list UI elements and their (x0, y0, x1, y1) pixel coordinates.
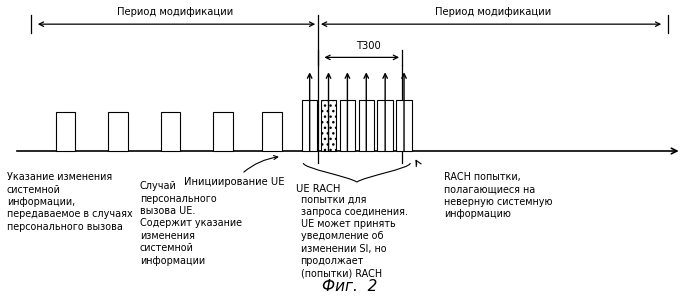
Bar (377, 100, 393, 151)
Text: Указание изменения
системной
информации,
передаваемое в случаях
персонального вы: Указание изменения системной информации,… (7, 172, 133, 232)
Bar (56, 112, 75, 151)
Bar (340, 100, 355, 151)
Bar (302, 100, 317, 151)
Text: Фиг.  2: Фиг. 2 (322, 279, 377, 294)
Text: T300: T300 (356, 41, 381, 51)
Bar (108, 112, 128, 151)
Text: Период модификации: Период модификации (435, 7, 551, 17)
Text: Период модификации: Период модификации (117, 7, 233, 17)
Text: UE RACH: UE RACH (296, 184, 340, 194)
Bar (262, 112, 282, 151)
Bar (396, 100, 412, 151)
Text: попытки для
запроса соединения.
UE может принять
уведомление об
изменении SI, но: попытки для запроса соединения. UE может… (301, 194, 408, 278)
Text: Инициирование UE: Инициирование UE (184, 156, 284, 187)
Text: Случай
персонального
вызова UE.
Содержит указание
изменения
системной
информации: Случай персонального вызова UE. Содержит… (140, 181, 242, 265)
Text: RACH попытки,
полагающиеся на
неверную системную
информацию: RACH попытки, полагающиеся на неверную с… (444, 172, 552, 219)
Bar (359, 100, 374, 151)
Bar (213, 112, 233, 151)
Bar (321, 100, 336, 151)
Bar (161, 112, 180, 151)
